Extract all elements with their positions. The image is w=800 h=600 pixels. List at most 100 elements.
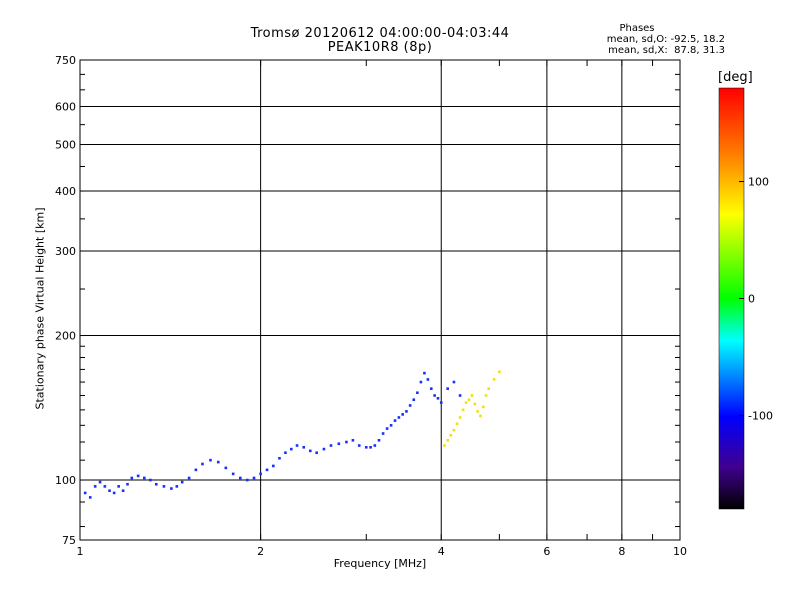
y-axis-label: Stationary phase Virtual Height [km] bbox=[33, 207, 47, 410]
data-point-o bbox=[216, 460, 220, 464]
data-point-o bbox=[259, 472, 262, 476]
data-point-o bbox=[308, 449, 312, 453]
data-point-o bbox=[302, 446, 306, 449]
data-point-o bbox=[351, 438, 355, 442]
data-point-o bbox=[405, 410, 408, 413]
data-point-x bbox=[443, 444, 446, 447]
data-point-o bbox=[446, 387, 449, 390]
data-point-x bbox=[446, 438, 449, 442]
data-point-o bbox=[364, 446, 368, 449]
data-point-o bbox=[224, 466, 228, 470]
data-point-o bbox=[154, 482, 158, 486]
data-point-o bbox=[329, 444, 333, 447]
data-point-o bbox=[416, 391, 419, 395]
data-point-x bbox=[461, 408, 465, 412]
x-tick-label: 6 bbox=[543, 545, 550, 558]
chart-subtitle: PEAK10R8 (8p) bbox=[327, 40, 433, 55]
colorbar-tick-label: -100 bbox=[748, 409, 773, 422]
data-point-o bbox=[452, 380, 456, 384]
data-point-o bbox=[245, 478, 249, 482]
data-point-o bbox=[209, 458, 212, 462]
data-point-x bbox=[479, 414, 482, 418]
data-point-o bbox=[278, 456, 281, 460]
x-tick-label: 4 bbox=[438, 545, 445, 558]
data-point-o bbox=[412, 398, 416, 402]
data-point-o bbox=[136, 474, 140, 478]
data-point-o bbox=[121, 489, 125, 493]
data-point-x bbox=[481, 405, 485, 409]
data-point-x bbox=[476, 410, 479, 413]
plot-frame bbox=[79, 59, 681, 541]
y-tick-label: 500 bbox=[55, 139, 76, 152]
x-axis-label: Frequency [MHz] bbox=[333, 557, 427, 570]
data-point-o bbox=[393, 419, 397, 422]
data-point-x bbox=[470, 394, 474, 397]
data-point-o bbox=[83, 491, 87, 495]
phase-colorbar: 100 0 -100 bbox=[718, 87, 773, 510]
data-point-o bbox=[265, 468, 269, 472]
y-tick-label: 750 bbox=[55, 54, 76, 67]
data-point-x bbox=[492, 378, 496, 381]
data-point-o bbox=[426, 378, 430, 381]
data-point-o bbox=[187, 476, 191, 480]
data-point-o bbox=[143, 476, 146, 480]
data-points bbox=[83, 370, 501, 499]
data-point-o bbox=[385, 427, 389, 430]
x-tick-label: 10 bbox=[673, 545, 687, 558]
x-tick-label: 8 bbox=[618, 545, 625, 558]
data-point-o bbox=[381, 432, 385, 435]
y-tick-label: 200 bbox=[55, 330, 76, 343]
data-point-o bbox=[423, 371, 426, 375]
data-point-o bbox=[112, 491, 116, 495]
data-point-o bbox=[419, 380, 423, 384]
y-tick-label: 300 bbox=[55, 245, 76, 258]
data-point-o bbox=[315, 451, 318, 455]
data-point-x bbox=[449, 433, 453, 437]
data-point-o bbox=[194, 468, 198, 472]
phase-stats-o: mean, sd,O: -92.5, 18.2 bbox=[606, 34, 725, 45]
data-point-x bbox=[498, 370, 501, 374]
data-point-x bbox=[455, 422, 459, 426]
colorbar-tick-label: 100 bbox=[748, 176, 769, 189]
data-point-o bbox=[295, 444, 299, 447]
data-point-o bbox=[389, 424, 393, 427]
data-point-o bbox=[337, 442, 341, 446]
data-point-o bbox=[108, 489, 111, 493]
data-point-o bbox=[429, 387, 433, 390]
y-tick-label: 100 bbox=[55, 474, 76, 487]
data-point-o bbox=[433, 394, 436, 397]
data-point-o bbox=[162, 485, 166, 488]
data-point-x bbox=[473, 402, 477, 406]
data-point-o bbox=[290, 447, 293, 451]
colorbar-tick-label: 0 bbox=[748, 293, 755, 306]
data-point-o bbox=[408, 404, 412, 407]
data-point-o bbox=[369, 446, 372, 449]
data-point-o bbox=[130, 476, 134, 480]
colorbar-unit: [deg] bbox=[718, 70, 753, 85]
axis-ticks: 1 2 4 6 8 10 75 100 200 300 400 500 600 750 bbox=[55, 54, 687, 558]
y-tick-label: 75 bbox=[62, 534, 76, 547]
data-point-o bbox=[357, 444, 361, 447]
data-point-o bbox=[170, 487, 173, 490]
data-point-o bbox=[439, 401, 443, 404]
data-point-x bbox=[487, 387, 491, 390]
phases-heading: Phases bbox=[619, 23, 655, 34]
data-point-o bbox=[397, 416, 401, 419]
data-point-x bbox=[452, 428, 456, 432]
data-point-o bbox=[231, 472, 235, 476]
phase-stats-x: mean, sd,X: 87.8, 31.3 bbox=[608, 45, 725, 56]
data-point-o bbox=[458, 394, 462, 397]
data-point-o bbox=[239, 476, 242, 480]
y-tick-label: 600 bbox=[55, 101, 76, 114]
grid bbox=[80, 60, 680, 540]
data-point-o bbox=[103, 485, 107, 488]
y-tick-label: 400 bbox=[55, 185, 76, 198]
data-point-x bbox=[467, 398, 471, 402]
data-point-x bbox=[464, 401, 468, 404]
x-tick-label: 1 bbox=[77, 545, 84, 558]
data-point-o bbox=[93, 485, 97, 488]
data-point-x bbox=[484, 394, 488, 397]
data-point-o bbox=[149, 478, 152, 482]
data-point-o bbox=[88, 496, 92, 499]
